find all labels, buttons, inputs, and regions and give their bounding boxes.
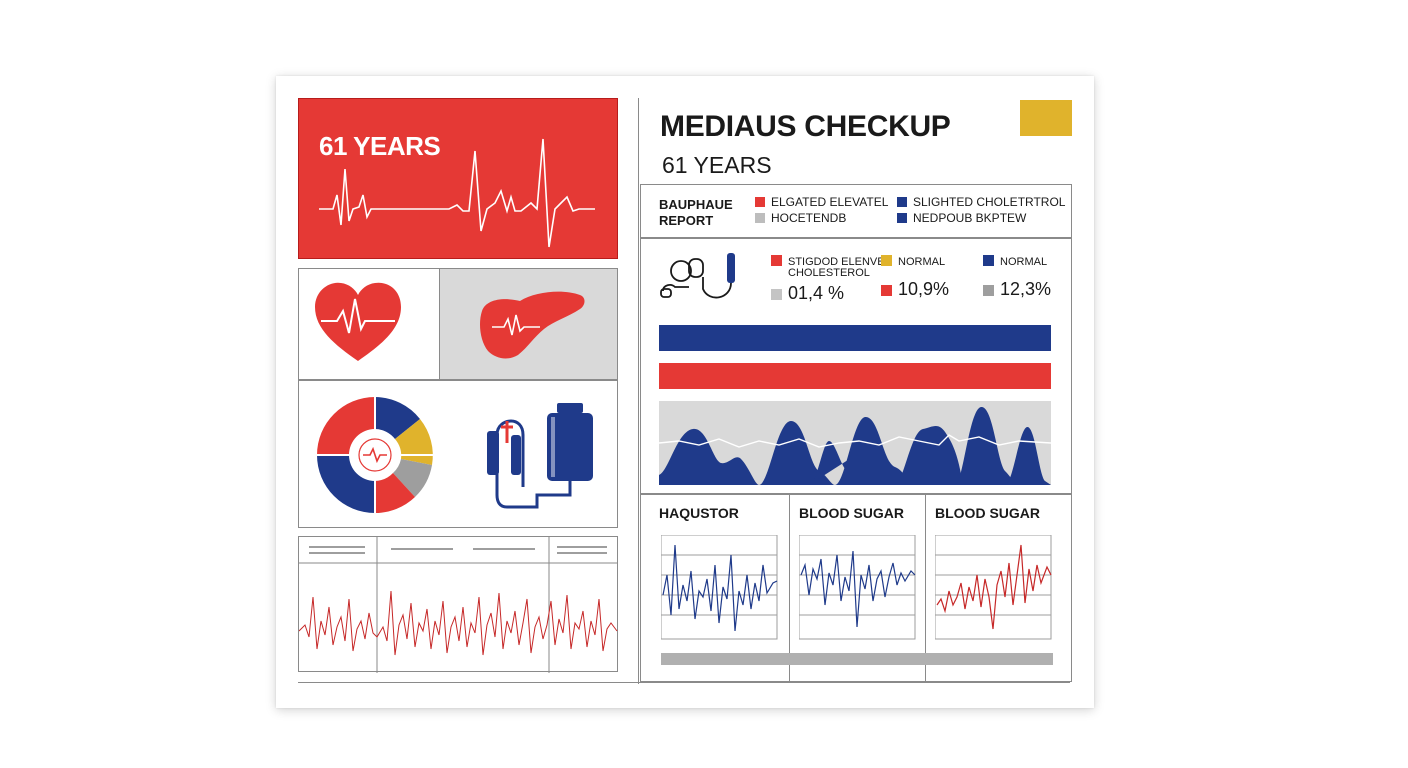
mini-chart-1-title: HAQUSTOR — [659, 505, 739, 521]
stat3-value-swatch — [983, 285, 994, 296]
stat1-label: STIGDOD ELENVED — [771, 255, 893, 268]
ecg-strip-chart — [298, 537, 618, 673]
stat2-value-swatch — [881, 285, 892, 296]
mini-chart-1 — [661, 535, 778, 640]
legend-item: HOCETENDB — [755, 211, 846, 225]
liver-icon — [480, 291, 585, 359]
legend-item: SLIGHTED CHOLETRTROL — [897, 195, 1065, 209]
hero-age-card: 61 YEARS — [298, 98, 618, 259]
mini-charts-row: HAQUSTOR BLOOD SUGAR BLOOD SUGAR — [640, 494, 1072, 683]
stat1-value: 01,4 % — [788, 283, 845, 303]
stat1-label-line1: STIGDOD ELENVED — [788, 256, 893, 268]
iv-bag-icon — [487, 403, 593, 509]
mini-divider-2 — [925, 495, 926, 683]
donut-chart-icon — [317, 397, 433, 513]
stat1-value-swatch — [771, 289, 782, 300]
stat3-swatch — [983, 255, 994, 266]
mini-chart-2-title: BLOOD SUGAR — [799, 505, 904, 521]
gray-progress-bar — [661, 653, 1053, 665]
stat3-label: NORMAL — [1000, 256, 1048, 268]
report-legend: BAUPHAUE REPORT ELGATED ELEVATEL HOCETEN… — [640, 184, 1072, 238]
page-subtitle: 61 YEARS — [662, 152, 772, 178]
heart-cell — [299, 269, 439, 379]
red-bar — [659, 363, 1051, 389]
legend-item: ELGATED ELEVATEL — [755, 195, 888, 209]
stat1-swatch — [771, 255, 782, 266]
organ-icons-panel — [298, 268, 618, 380]
hero-ecg-line — [319, 138, 595, 248]
liver-cell — [439, 269, 617, 379]
legend-item-label: NEDPOUB BKPTEW — [913, 211, 1027, 225]
heart-icon — [315, 282, 401, 361]
stat2-value: 10,9% — [898, 279, 950, 299]
ecg-strip-panel — [298, 536, 618, 673]
stat2-swatch — [881, 255, 892, 266]
wave-chart — [659, 401, 1051, 485]
stat2-label: NORMAL — [898, 256, 946, 268]
legend-swatch-red — [755, 197, 765, 207]
stethoscope-icon — [660, 253, 735, 299]
stat3-label-wrap: NORMAL — [983, 255, 1047, 268]
accent-square — [1020, 100, 1072, 136]
stat2-label-wrap: NORMAL — [881, 255, 945, 268]
blue-bar — [659, 325, 1051, 351]
legend-item-label: SLIGHTED CHOLETRTROL — [913, 195, 1066, 209]
report-label-line1: BAUPHAUE — [659, 197, 733, 212]
legend-swatch-gray — [755, 213, 765, 223]
page-title: MEDIAUS CHECKUP — [660, 110, 951, 143]
vitals-panel: STIGDOD ELENVED CHOLESTEROL 01,4 % NORMA… — [640, 238, 1072, 494]
legend-item-label: HOCETENDB — [771, 211, 847, 225]
mini-divider-1 — [789, 495, 790, 683]
legend-swatch-navy — [897, 213, 907, 223]
column-divider — [638, 98, 639, 684]
bottom-rule — [298, 682, 1070, 683]
donut-and-iv-panel — [298, 380, 618, 528]
mini-chart-2 — [799, 535, 916, 640]
stat1-label-line2: CHOLESTEROL — [788, 267, 870, 279]
checkup-report-page: 61 YEARS — [276, 76, 1094, 708]
mini-chart-3 — [935, 535, 1052, 640]
stat2-value-wrap: 10,9% — [881, 279, 949, 300]
stat1-value-wrap: 01,4 % — [771, 283, 844, 304]
mini-chart-3-title: BLOOD SUGAR — [935, 505, 1040, 521]
legend-item-label: ELGATED ELEVATEL — [771, 195, 889, 209]
legend-swatch-navy — [897, 197, 907, 207]
stat3-value-wrap: 12,3% — [983, 279, 1051, 300]
legend-item: NEDPOUB BKPTEW — [897, 211, 1026, 225]
report-label-line2: REPORT — [659, 213, 714, 228]
hero-age-label: 61 YEARS — [319, 131, 441, 161]
stat3-value: 12,3% — [1000, 279, 1052, 299]
